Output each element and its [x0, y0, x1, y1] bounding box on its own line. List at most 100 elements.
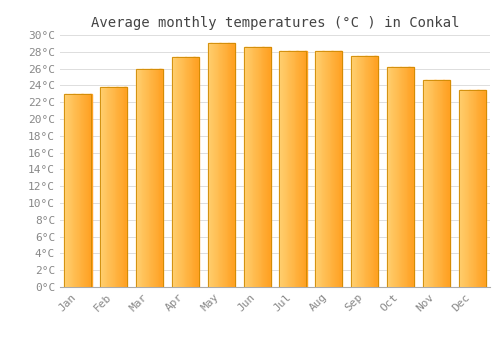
Bar — [78, 94, 79, 287]
Bar — [473, 90, 474, 287]
Bar — [106, 87, 107, 287]
Bar — [364, 56, 366, 287]
Bar — [137, 69, 138, 287]
Bar — [228, 43, 230, 287]
Bar — [368, 56, 369, 287]
Bar — [351, 56, 352, 287]
Bar — [333, 51, 334, 287]
Bar — [332, 51, 334, 287]
Bar — [338, 51, 339, 287]
Bar — [87, 94, 88, 287]
Bar — [250, 47, 251, 287]
Bar — [472, 90, 473, 287]
Bar — [154, 69, 155, 287]
Bar — [208, 43, 209, 287]
Bar — [138, 69, 139, 287]
Bar — [194, 57, 196, 287]
Bar — [406, 67, 407, 287]
Bar — [296, 51, 298, 287]
Bar — [290, 51, 292, 287]
Bar — [230, 43, 232, 287]
Bar — [466, 90, 468, 287]
Bar — [396, 67, 397, 287]
Bar — [174, 57, 175, 287]
Bar — [303, 51, 304, 287]
Bar — [429, 80, 430, 287]
Bar — [249, 47, 250, 287]
Bar — [394, 67, 395, 287]
Bar — [336, 51, 337, 287]
Bar — [248, 47, 249, 287]
Bar — [213, 43, 214, 287]
Bar — [172, 57, 173, 287]
Bar — [478, 90, 480, 287]
Bar — [173, 57, 174, 287]
Bar — [464, 90, 465, 287]
Bar — [69, 94, 70, 287]
Bar — [458, 90, 485, 287]
Bar — [155, 69, 156, 287]
Bar — [121, 87, 122, 287]
Bar — [390, 67, 392, 287]
Bar — [426, 80, 428, 287]
Bar — [393, 67, 394, 287]
Bar — [80, 94, 82, 287]
Bar — [196, 57, 197, 287]
Bar — [182, 57, 183, 287]
Bar — [431, 80, 432, 287]
Bar — [75, 94, 76, 287]
Bar — [462, 90, 464, 287]
Bar — [413, 67, 414, 287]
Bar — [397, 67, 398, 287]
Bar — [337, 51, 338, 287]
Bar — [430, 80, 431, 287]
Bar — [388, 67, 389, 287]
Bar — [148, 69, 150, 287]
Bar — [84, 94, 86, 287]
Bar — [362, 56, 363, 287]
Bar — [244, 47, 270, 287]
Bar — [372, 56, 374, 287]
Bar — [438, 80, 439, 287]
Bar — [359, 56, 360, 287]
Bar — [437, 80, 438, 287]
Bar — [148, 69, 149, 287]
Bar — [111, 87, 112, 287]
Bar — [251, 47, 252, 287]
Bar — [445, 80, 446, 287]
Bar — [256, 47, 258, 287]
Bar — [354, 56, 355, 287]
Bar — [90, 94, 92, 287]
Bar — [298, 51, 300, 287]
Bar — [221, 43, 222, 287]
Bar — [258, 47, 259, 287]
Bar — [353, 56, 354, 287]
Bar — [260, 47, 261, 287]
Bar — [191, 57, 192, 287]
Bar — [432, 80, 434, 287]
Bar — [412, 67, 413, 287]
Bar — [80, 94, 81, 287]
Bar — [88, 94, 90, 287]
Bar — [102, 87, 103, 287]
Bar — [364, 56, 365, 287]
Bar — [103, 87, 104, 287]
Bar — [76, 94, 77, 287]
Bar — [389, 67, 390, 287]
Bar — [68, 94, 69, 287]
Bar — [225, 43, 226, 287]
Bar — [64, 94, 92, 287]
Bar — [210, 43, 212, 287]
Bar — [480, 90, 481, 287]
Bar — [82, 94, 84, 287]
Bar — [324, 51, 326, 287]
Bar — [262, 47, 264, 287]
Bar — [192, 57, 193, 287]
Bar — [374, 56, 376, 287]
Bar — [244, 47, 246, 287]
Bar — [252, 47, 253, 287]
Bar — [440, 80, 442, 287]
Bar — [363, 56, 364, 287]
Bar — [302, 51, 303, 287]
Bar — [398, 67, 399, 287]
